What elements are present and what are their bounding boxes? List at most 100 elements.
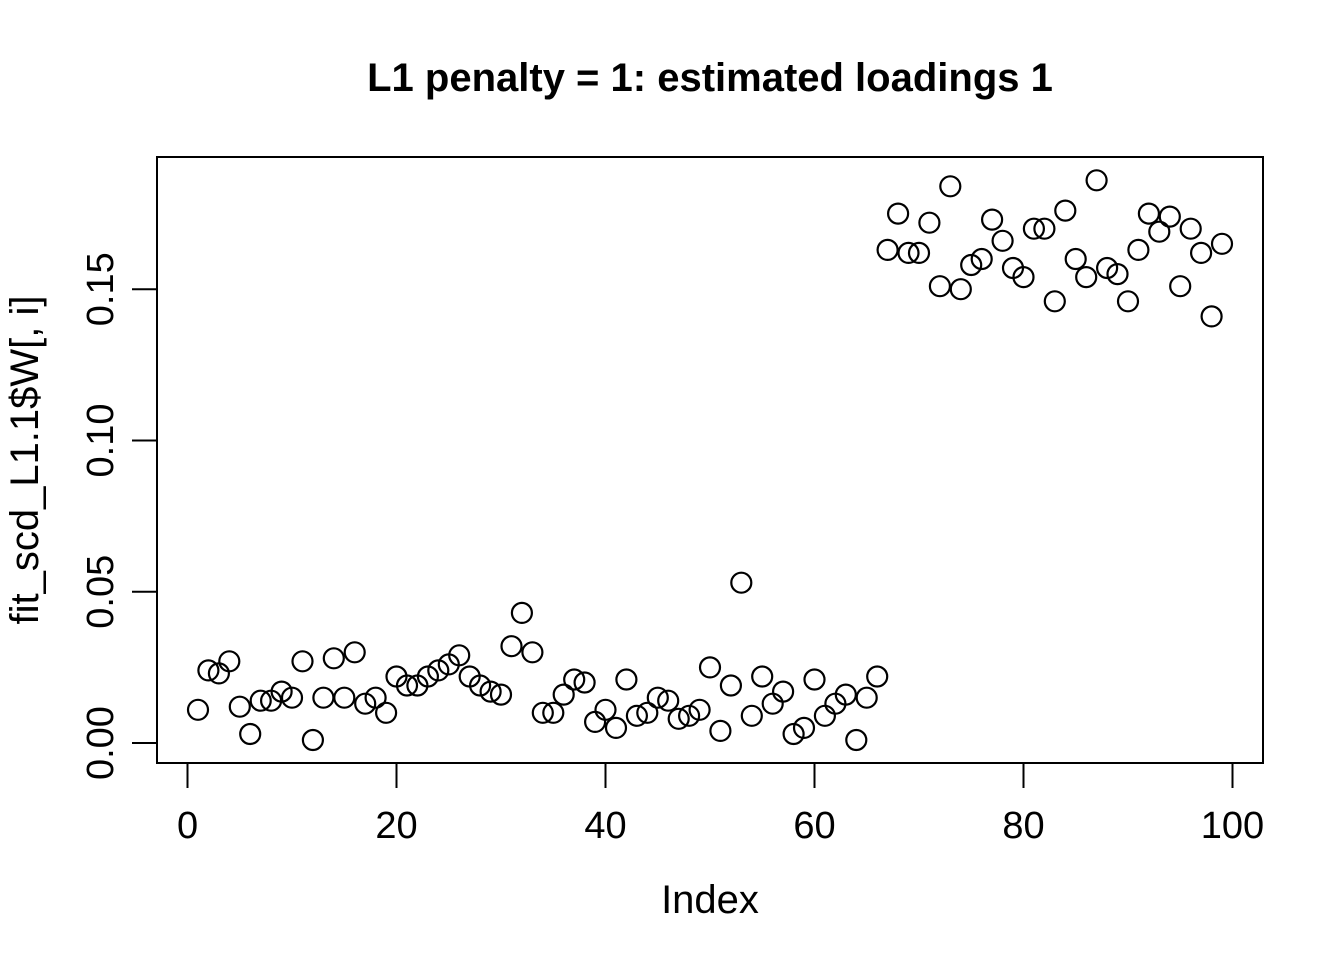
data-point — [375, 701, 398, 724]
data-point — [354, 692, 377, 715]
data-point — [1033, 217, 1056, 240]
data-point — [249, 689, 272, 712]
data-point — [563, 668, 586, 691]
data-point — [469, 674, 492, 697]
y-axis-tick-label: 0.00 — [80, 706, 122, 780]
data-point — [928, 275, 952, 298]
data-point — [1189, 241, 1213, 264]
data-point — [583, 710, 607, 734]
data-point — [521, 641, 544, 664]
data-point — [845, 728, 868, 752]
data-point — [1095, 256, 1119, 280]
data-point — [866, 665, 889, 688]
data-point — [886, 202, 910, 225]
x-axis-tick-label: 0 — [177, 805, 198, 847]
data-point — [500, 635, 523, 658]
data-point — [1116, 290, 1140, 313]
data-point — [1158, 205, 1181, 228]
data-point — [1012, 266, 1035, 289]
data-point — [625, 704, 649, 727]
data-point — [270, 680, 293, 703]
data-point — [615, 668, 638, 691]
data-point — [970, 247, 993, 271]
data-point — [1043, 290, 1066, 313]
data-point — [280, 686, 304, 709]
data-point — [416, 665, 439, 688]
data-point — [949, 278, 972, 301]
data-point — [1169, 275, 1192, 298]
x-axis-tick-label: 20 — [375, 805, 417, 847]
data-point — [740, 704, 763, 727]
data-point — [719, 674, 743, 697]
data-point — [594, 698, 617, 721]
data-point — [855, 686, 878, 709]
y-axis-tick-label: 0.15 — [80, 252, 122, 326]
data-point — [657, 689, 680, 712]
data-point — [489, 683, 513, 706]
data-point — [197, 659, 220, 682]
data-point — [218, 650, 241, 673]
data-point — [510, 601, 534, 625]
data-point — [322, 647, 345, 670]
data-point — [636, 701, 659, 724]
data-point — [479, 680, 502, 703]
data-point — [531, 701, 554, 724]
data-point — [312, 686, 335, 709]
data-point — [761, 692, 784, 715]
x-axis-tick-label: 80 — [1002, 805, 1044, 847]
data-point — [186, 698, 210, 721]
data-point — [1148, 220, 1171, 243]
x-axis-label: Index — [661, 878, 759, 922]
x-axis-tick-label: 60 — [793, 805, 835, 847]
data-point — [698, 656, 722, 679]
data-point — [792, 716, 816, 740]
data-point — [1054, 199, 1077, 222]
plot-box — [156, 156, 1264, 764]
data-point — [1179, 217, 1202, 240]
data-point — [542, 701, 565, 724]
data-point — [918, 211, 941, 234]
data-point — [751, 665, 774, 688]
data-point — [1106, 263, 1129, 286]
data-point — [427, 659, 450, 682]
chart-title: L1 penalty = 1: estimated loadings 1 — [367, 56, 1053, 100]
data-point — [364, 686, 387, 709]
data-point — [228, 695, 251, 718]
data-point — [991, 229, 1014, 252]
data-point — [301, 728, 324, 752]
data-point — [1085, 169, 1108, 192]
x-axis-tick-label: 40 — [584, 805, 626, 847]
data-point — [448, 644, 471, 667]
data-point — [552, 683, 575, 706]
data-point — [291, 650, 314, 673]
x-axis-tick-label: 100 — [1201, 805, 1264, 847]
data-point — [939, 175, 962, 198]
data-point — [782, 722, 805, 746]
data-point — [1210, 232, 1234, 255]
data-point — [677, 704, 701, 727]
data-point — [1200, 305, 1223, 328]
y-axis-tick-label: 0.10 — [80, 404, 122, 478]
data-point — [960, 253, 983, 277]
data-point — [834, 683, 857, 706]
data-point — [1075, 266, 1098, 289]
data-point — [395, 674, 419, 697]
data-point — [573, 671, 596, 694]
data-point — [343, 641, 366, 664]
data-point — [1127, 238, 1150, 261]
data-point — [907, 241, 931, 264]
data-point — [709, 719, 732, 743]
data-point — [730, 571, 753, 594]
data-point — [1064, 247, 1087, 271]
data-point — [980, 208, 1004, 231]
data-point — [876, 238, 899, 261]
data-point — [688, 698, 711, 721]
data-point — [667, 707, 690, 730]
data-point — [1022, 217, 1046, 240]
data-point — [803, 668, 826, 691]
data-point — [897, 241, 920, 264]
data-point — [1137, 202, 1161, 225]
data-point — [813, 704, 837, 727]
data-point — [239, 722, 262, 746]
